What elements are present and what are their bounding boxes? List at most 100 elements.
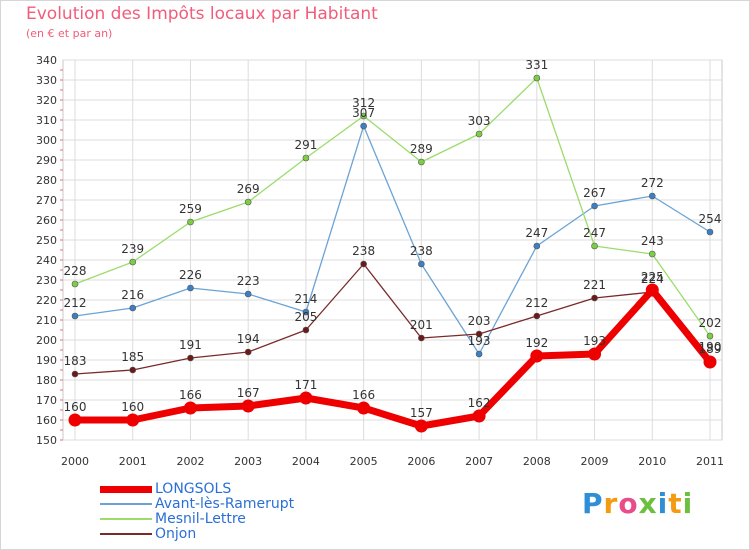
x-tick-label: 2008 (523, 455, 551, 468)
data-label-mesnil-lettre: 243 (641, 234, 664, 248)
data-point-longsols (472, 409, 486, 423)
y-tick-label: 160 (36, 414, 57, 427)
data-point-onjon (302, 326, 310, 334)
x-tick-label: 2005 (350, 455, 378, 468)
plot-area (62, 59, 723, 441)
data-label-longsols: 189 (699, 342, 722, 356)
data-label-avant-l-s-ramerupt: 216 (121, 288, 144, 302)
x-tick-label: 2003 (234, 455, 262, 468)
x-tick-label: 2006 (407, 455, 435, 468)
data-label-mesnil-lettre: 259 (179, 202, 202, 216)
legend-label: Mesnil-Lettre (155, 511, 246, 527)
data-point-avant-l-s-ramerupt (418, 260, 425, 268)
data-point-mesnil-lettre (187, 218, 194, 226)
y-tick-label: 200 (36, 334, 57, 347)
data-label-mesnil-lettre: 269 (237, 182, 260, 196)
brand-letter: P (582, 487, 604, 520)
data-label-mesnil-lettre: 289 (410, 142, 433, 156)
data-point-avant-l-s-ramerupt (302, 308, 310, 316)
data-label-mesnil-lettre: 303 (468, 114, 491, 128)
data-label-avant-l-s-ramerupt: 267 (583, 186, 606, 200)
data-point-longsols (299, 391, 313, 405)
data-point-onjon (71, 370, 79, 378)
data-label-longsols: 160 (121, 400, 144, 414)
data-label-onjon: 212 (525, 296, 548, 310)
series-line-onjon (74, 263, 711, 375)
y-tick-label: 260 (36, 214, 57, 227)
y-tick-label: 180 (36, 374, 57, 387)
legend-label: Onjon (155, 526, 197, 542)
series-line-longsols (71, 286, 714, 430)
data-label-avant-l-s-ramerupt: 272 (641, 176, 664, 190)
brand-logo: Proxiti (582, 487, 693, 520)
y-tick-label: 220 (36, 294, 57, 307)
data-point-mesnil-lettre (244, 198, 252, 206)
data-label-onjon: 221 (583, 278, 606, 292)
data-point-mesnil-lettre (591, 242, 598, 250)
x-tick-label: 2000 (61, 455, 89, 468)
y-tick-label: 150 (36, 434, 57, 447)
data-point-longsols (126, 413, 140, 427)
data-label-longsols: 157 (410, 406, 433, 420)
data-labels: 160 160 166 167 171 166 157 162 192 193 225 189 212 2… (64, 58, 722, 420)
data-label-longsols: 162 (468, 396, 491, 410)
data-label-mesnil-lettre: 331 (525, 58, 548, 72)
data-label-onjon: 185 (121, 350, 144, 364)
series-line-avant-l-s-ramerupt (74, 125, 711, 355)
legend-swatch (100, 486, 152, 493)
data-label-onjon: 194 (237, 332, 260, 346)
y-tick-label: 310 (36, 114, 57, 127)
y-tick-label: 170 (36, 394, 57, 407)
x-tick-label: 2009 (581, 455, 609, 468)
data-point-onjon (591, 294, 598, 302)
data-point-longsols (645, 283, 659, 297)
y-tick-label: 250 (36, 234, 57, 247)
data-point-avant-l-s-ramerupt (244, 290, 252, 298)
data-point-mesnil-lettre (648, 250, 656, 258)
data-point-mesnil-lettre (360, 112, 367, 120)
data-label-longsols: 193 (583, 334, 606, 348)
chart-subtitle: (en € et par an) (26, 27, 113, 40)
data-point-onjon (533, 312, 541, 320)
y-tick-label: 290 (36, 154, 57, 167)
data-label-avant-l-s-ramerupt: 223 (237, 274, 260, 288)
series-line-mesnil-lettre (74, 77, 711, 337)
data-label-longsols: 171 (294, 378, 317, 392)
data-label-onjon: 183 (64, 354, 87, 368)
data-label-longsols: 166 (352, 388, 375, 402)
data-point-avant-l-s-ramerupt (706, 228, 714, 236)
data-point-avant-l-s-ramerupt (129, 304, 137, 312)
data-point-avant-l-s-ramerupt (533, 242, 541, 250)
data-label-mesnil-lettre: 291 (294, 138, 317, 152)
data-point-onjon (244, 348, 252, 356)
y-tick-label: 190 (36, 354, 57, 367)
data-label-mesnil-lettre: 202 (699, 316, 722, 330)
data-label-longsols: 166 (179, 388, 202, 402)
data-point-longsols (414, 419, 428, 433)
data-label-onjon: 190 (699, 340, 722, 354)
x-tick-label: 2004 (292, 455, 320, 468)
brand-letter: x (638, 487, 658, 520)
data-label-mesnil-lettre: 239 (121, 242, 144, 256)
data-label-avant-l-s-ramerupt: 226 (179, 268, 202, 282)
data-point-longsols (703, 355, 717, 369)
data-point-longsols (588, 347, 602, 361)
data-label-avant-l-s-ramerupt: 238 (410, 244, 433, 258)
legend-label: Avant-lès-Ramerupt (155, 496, 295, 512)
data-point-mesnil-lettre (475, 130, 483, 138)
data-label-avant-l-s-ramerupt: 214 (294, 292, 317, 306)
brand-letter: i (657, 487, 669, 520)
data-label-onjon: 203 (468, 314, 491, 328)
brand-letter: i (682, 487, 694, 520)
data-point-longsols (241, 399, 255, 413)
y-tick-label: 210 (36, 314, 57, 327)
x-tick-label: 2002 (176, 455, 204, 468)
data-label-mesnil-lettre: 247 (583, 226, 606, 240)
data-label-avant-l-s-ramerupt: 247 (525, 226, 548, 240)
data-point-avant-l-s-ramerupt (475, 350, 483, 358)
data-point-onjon (360, 260, 367, 268)
data-label-longsols: 160 (64, 400, 87, 414)
x-tick-label: 2007 (465, 455, 493, 468)
legend-swatch (100, 503, 152, 505)
series-group (68, 74, 717, 433)
